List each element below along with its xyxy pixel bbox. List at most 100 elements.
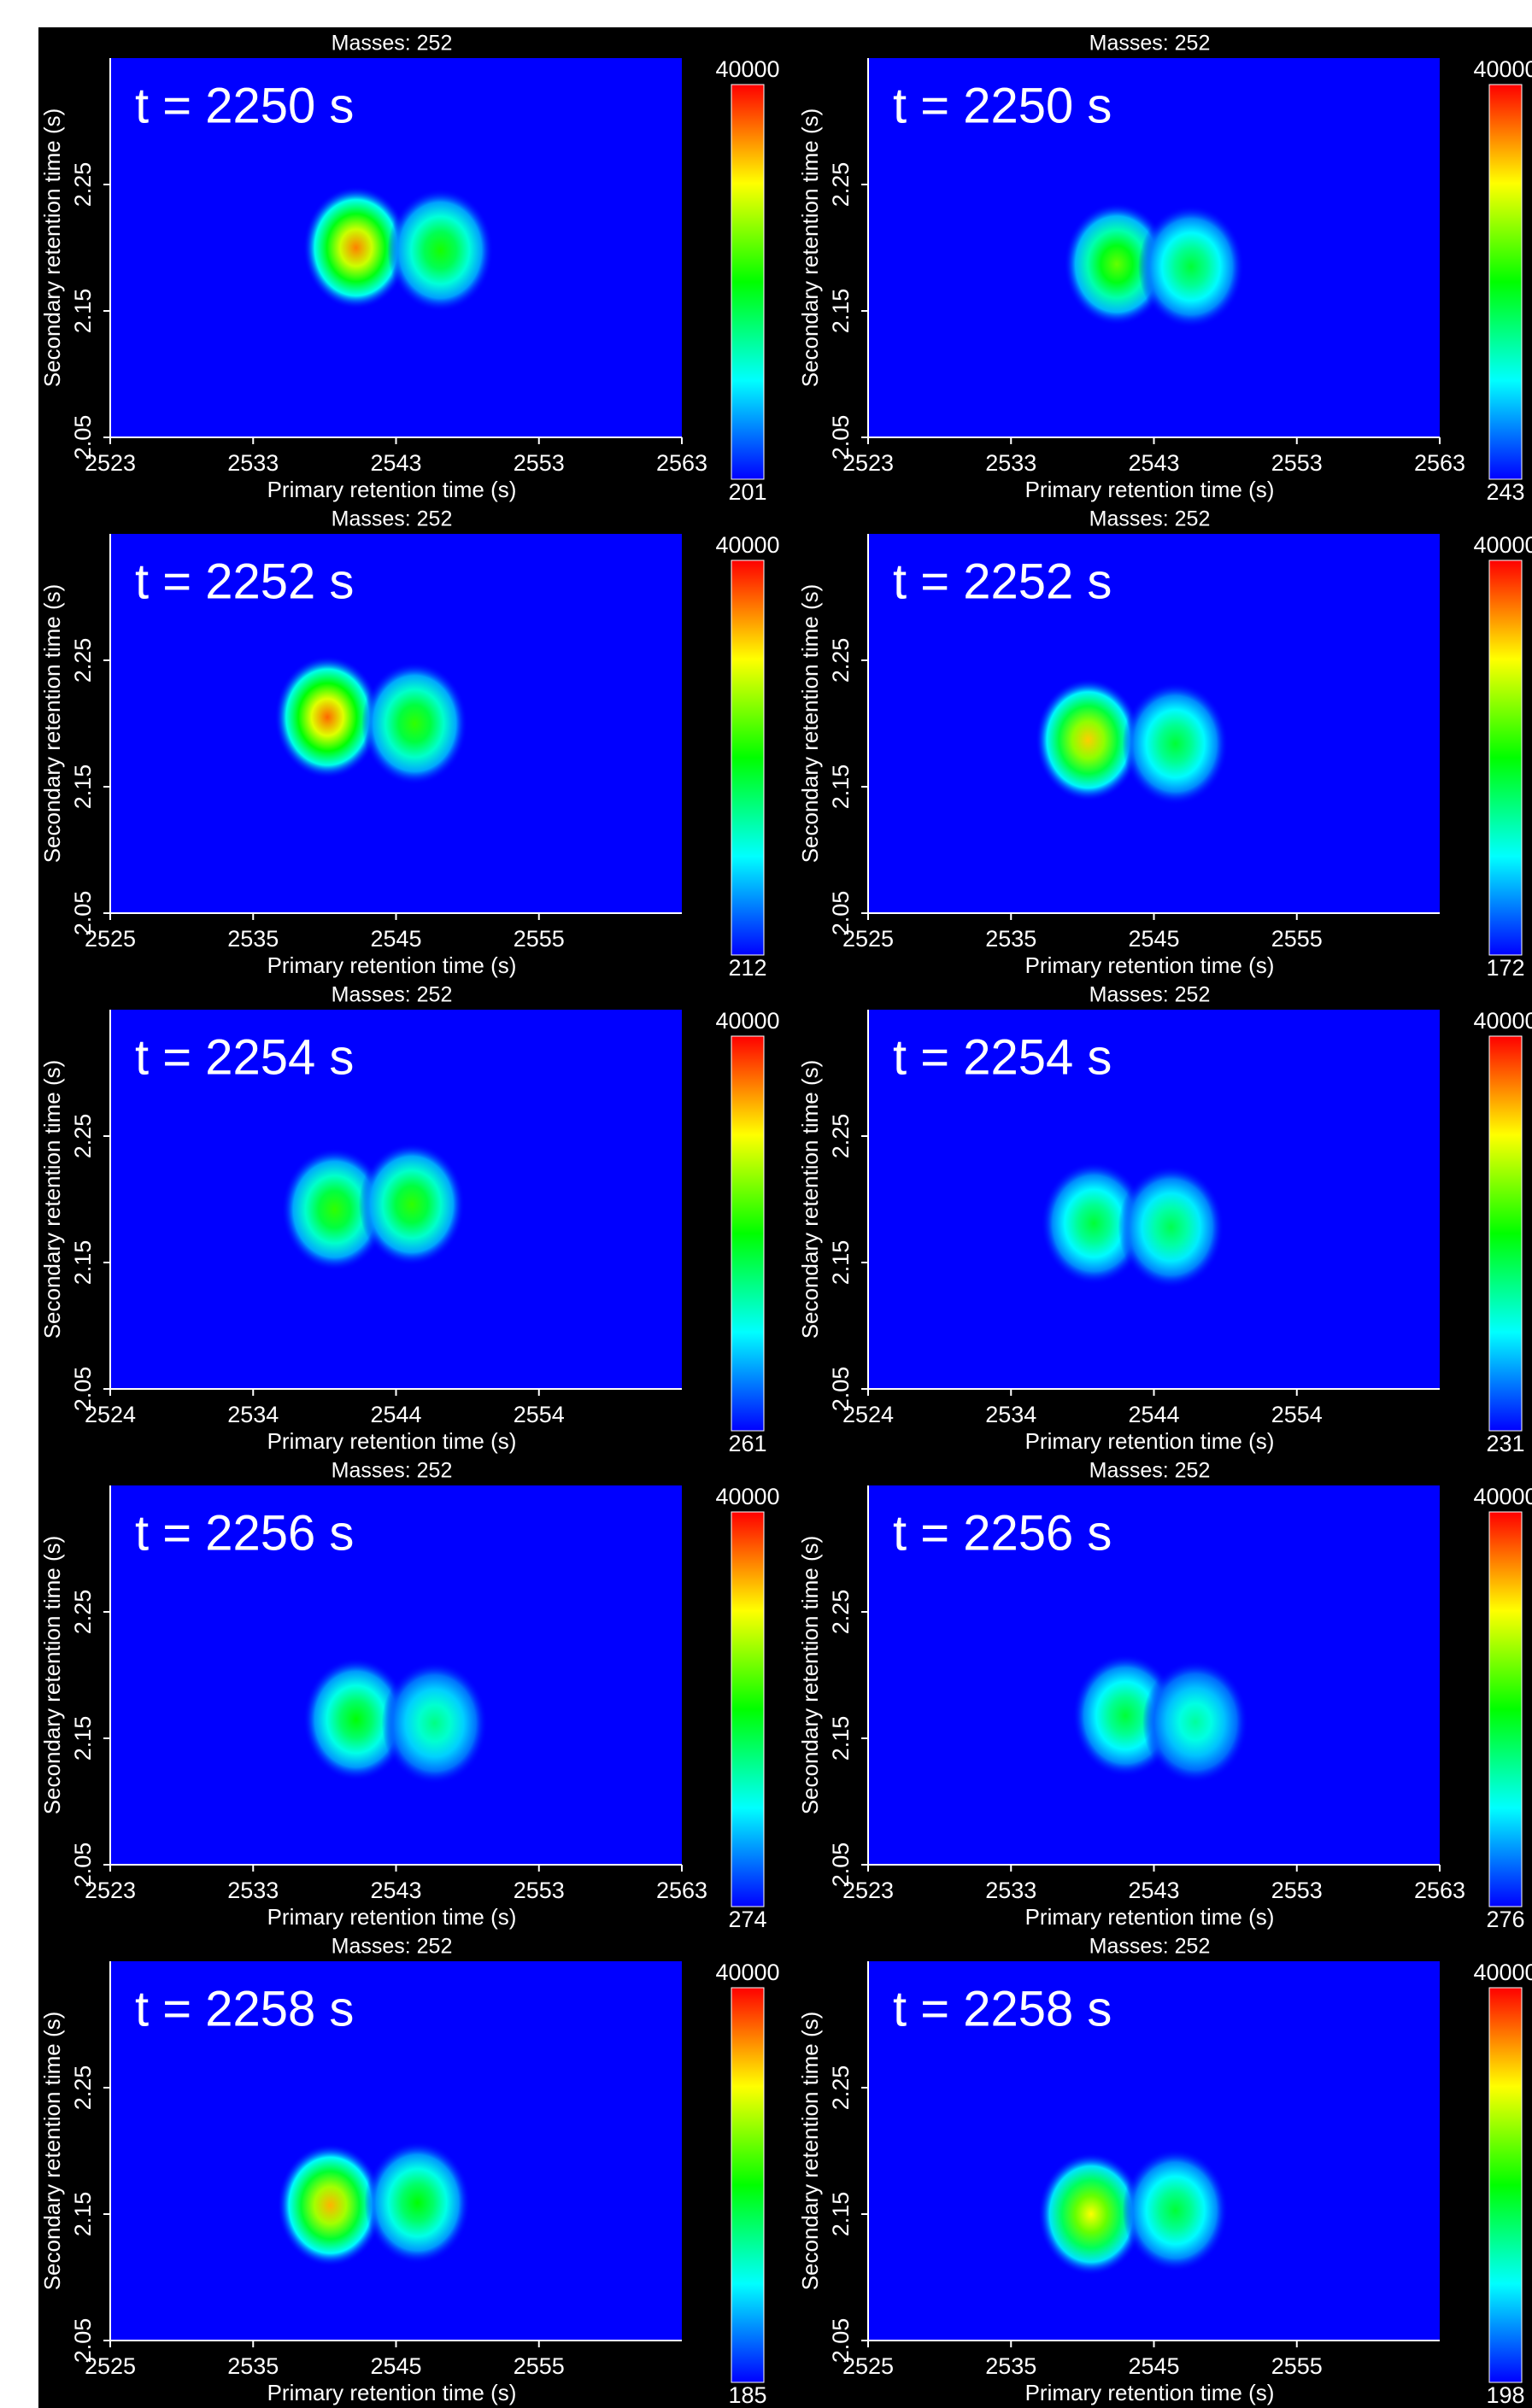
peak xyxy=(358,1142,465,1266)
y-tick-label: 2.15 xyxy=(828,2192,854,2237)
x-tick-label: 2534 xyxy=(985,1402,1036,1427)
x-axis-label: Primary retention time (s) xyxy=(267,477,517,502)
x-tick-label: 2554 xyxy=(514,1402,565,1427)
x-tick-label: 2545 xyxy=(1128,2353,1179,2379)
colorbar-max-label: 40000 xyxy=(715,532,779,558)
peak xyxy=(1041,1162,1148,1286)
panel: 2525 2535 2545 2555 2.05 2.15 2.25 Primary rete… xyxy=(797,507,1532,981)
x-tick-label: 2523 xyxy=(842,1878,894,1903)
x-axis-label: Primary retention time (s) xyxy=(1025,1904,1275,1930)
peaks xyxy=(281,1142,465,1271)
peak xyxy=(1035,678,1142,802)
colorbar-max-label: 40000 xyxy=(1473,532,1532,558)
x-tick-label: 2553 xyxy=(1271,1878,1323,1903)
colorbar-min-label: 274 xyxy=(728,1907,766,1932)
peak xyxy=(1037,2153,1144,2276)
y-axis-label: Secondary retention time (s) xyxy=(797,1536,823,1815)
panel: 2523 2533 2543 2553 2563 2.05 2.15 2.25 Primary … xyxy=(797,1459,1532,1933)
x-tick-label: 2523 xyxy=(842,450,894,476)
y-axis-label: Secondary retention time (s) xyxy=(797,2012,823,2291)
y-tick-label: 2.25 xyxy=(828,1114,854,1159)
colorbar-min-label: 276 xyxy=(1486,1907,1524,1932)
y-axis-label: Secondary retention time (s) xyxy=(39,1536,65,1815)
x-tick-label: 2525 xyxy=(85,2353,136,2379)
y-tick-label: 2.25 xyxy=(70,162,96,208)
colorbar-min-label: 261 xyxy=(728,1431,766,1456)
peak xyxy=(302,1657,409,1781)
x-tick-label: 2563 xyxy=(1414,1878,1465,1903)
peak xyxy=(1118,1165,1224,1289)
y-axis-label: Secondary retention time (s) xyxy=(797,584,823,864)
y-tick-label: 2.25 xyxy=(828,638,854,683)
peaks xyxy=(1041,1162,1224,1289)
x-axis-label: Primary retention time (s) xyxy=(1025,2380,1275,2405)
x-tick-label: 2545 xyxy=(370,2353,421,2379)
peak xyxy=(302,186,409,309)
colorbar-max-label: 40000 xyxy=(715,1008,779,1034)
colorbar-max-label: 40000 xyxy=(1473,1960,1532,1985)
colorbar xyxy=(1488,1987,1523,2383)
annotation: t = 2258 s xyxy=(135,1981,354,2036)
x-tick-label: 2535 xyxy=(227,2353,279,2379)
x-tick-label: 2534 xyxy=(227,1402,279,1427)
x-tick-label: 2533 xyxy=(985,450,1036,476)
peak xyxy=(387,188,494,312)
colorbar-min-label: 198 xyxy=(1486,2382,1524,2408)
x-tick-label: 2533 xyxy=(227,1878,279,1903)
annotation: t = 2250 s xyxy=(135,78,354,133)
plot-area xyxy=(868,1961,1440,2341)
y-tick-label: 2.15 xyxy=(828,1240,854,1286)
peak xyxy=(281,1147,388,1271)
annotation: t = 2250 s xyxy=(893,78,1112,133)
x-tick-label: 2543 xyxy=(370,1878,421,1903)
y-tick-label: 2.15 xyxy=(828,1716,854,1761)
x-tick-label: 2535 xyxy=(985,926,1036,952)
colorbar-max-label: 40000 xyxy=(1473,1484,1532,1509)
x-tick-label: 2563 xyxy=(656,450,707,476)
x-tick-label: 2525 xyxy=(842,926,894,952)
x-tick-label: 2524 xyxy=(842,1402,894,1427)
x-tick-label: 2545 xyxy=(370,926,421,952)
peak xyxy=(274,655,381,779)
peak xyxy=(361,662,468,785)
x-tick-label: 2555 xyxy=(1271,2353,1323,2379)
x-axis-label: Primary retention time (s) xyxy=(267,1428,517,1454)
x-tick-label: 2543 xyxy=(1128,1878,1179,1903)
x-tick-label: 2543 xyxy=(1128,450,1179,476)
x-tick-label: 2553 xyxy=(1271,450,1323,476)
y-tick-label: 2.05 xyxy=(70,1367,96,1412)
y-axis-label: Secondary retention time (s) xyxy=(797,108,823,388)
y-tick-label: 2.25 xyxy=(70,1114,96,1159)
y-axis-label: Secondary retention time (s) xyxy=(39,108,65,388)
y-tick-label: 2.15 xyxy=(70,2192,96,2237)
annotation: t = 2258 s xyxy=(893,1981,1112,2036)
x-tick-label: 2545 xyxy=(1128,926,1179,952)
x-axis-label: Primary retention time (s) xyxy=(1025,477,1275,502)
y-tick-label: 2.15 xyxy=(70,1240,96,1286)
annotation: t = 2252 s xyxy=(893,554,1112,609)
colorbar-max-label: 40000 xyxy=(1473,56,1532,82)
colorbar xyxy=(731,1035,765,1432)
colorbar-min-label: 243 xyxy=(1486,479,1524,505)
x-tick-label: 2533 xyxy=(227,450,279,476)
x-tick-label: 2554 xyxy=(1271,1402,1323,1427)
y-tick-label: 2.05 xyxy=(828,1367,854,1412)
y-tick-label: 2.05 xyxy=(70,415,96,460)
colorbar xyxy=(731,560,765,956)
annotation: t = 2256 s xyxy=(135,1505,354,1561)
colorbar-min-label: 172 xyxy=(1486,955,1524,981)
x-tick-label: 2543 xyxy=(370,450,421,476)
x-axis-label: Primary retention time (s) xyxy=(267,952,517,978)
peaks xyxy=(1035,678,1229,806)
y-tick-label: 2.25 xyxy=(70,638,96,683)
x-tick-label: 2553 xyxy=(514,450,565,476)
y-tick-label: 2.15 xyxy=(828,289,854,334)
colorbar-min-label: 231 xyxy=(1486,1431,1524,1456)
peaks xyxy=(1064,202,1244,329)
colorbar xyxy=(1488,84,1523,480)
y-tick-label: 2.15 xyxy=(828,765,854,810)
peaks xyxy=(302,186,494,312)
colorbar-max-label: 40000 xyxy=(715,56,779,82)
